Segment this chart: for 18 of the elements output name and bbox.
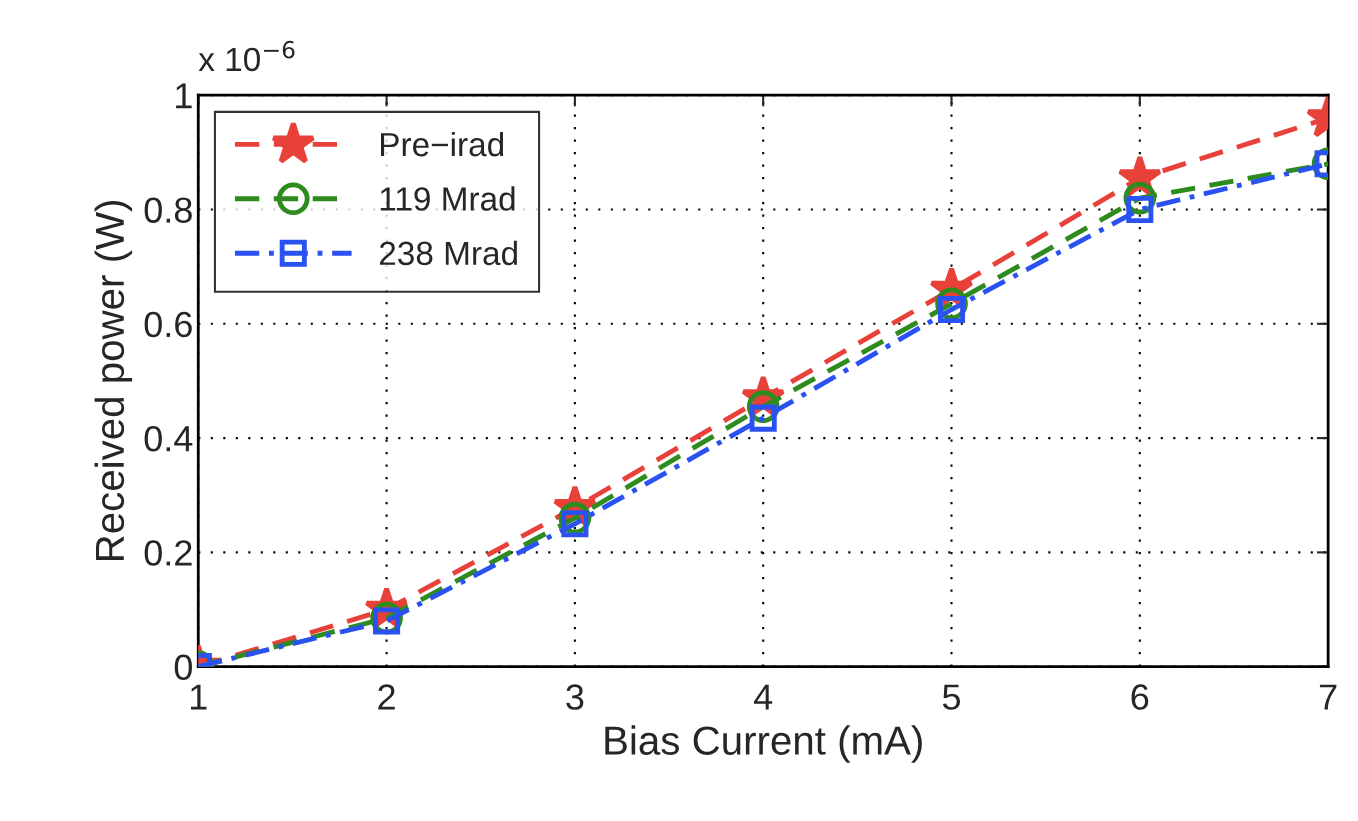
x-tick-label: 6 bbox=[1131, 684, 1149, 710]
legend-label: 119 Mrad bbox=[380, 186, 515, 211]
x-tick-label: 4 bbox=[753, 684, 773, 710]
y-tick-label: 0.8 bbox=[144, 197, 192, 223]
y-tick-label: 1 bbox=[176, 83, 192, 109]
y-tick-label: 0 bbox=[174, 654, 192, 681]
x-axis-title: Bias Current (mA) bbox=[605, 725, 922, 763]
y-tick-label: 0.4 bbox=[144, 425, 193, 452]
y-axis-title: Received power (W) bbox=[94, 201, 133, 561]
x-tick-label: 7 bbox=[1319, 684, 1337, 710]
y-tick-label: 0.6 bbox=[144, 311, 192, 338]
legend-label: Pre−irad bbox=[381, 131, 504, 157]
x-tick-label: 2 bbox=[378, 684, 395, 710]
x-tick-label: 3 bbox=[566, 684, 584, 710]
y-tick-label: 0.2 bbox=[144, 540, 192, 566]
text: x 10$^{−6}$ bbox=[198, 40, 295, 72]
legend-label: 238 Mrad bbox=[379, 240, 517, 266]
x-tick-label: 5 bbox=[942, 684, 961, 710]
